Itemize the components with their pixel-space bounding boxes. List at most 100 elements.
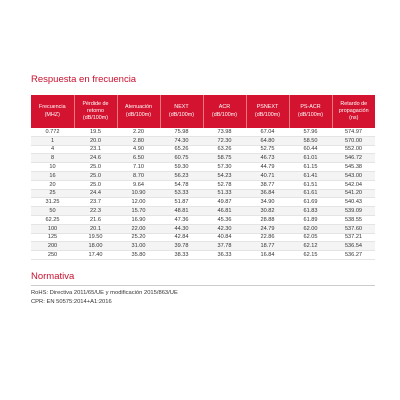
table-cell: 15.70 [117, 206, 160, 216]
table-cell: 56.23 [160, 171, 203, 181]
table-cell: 63.26 [203, 145, 246, 155]
table-cell: 64.80 [246, 136, 289, 146]
table-cell: 16.84 [246, 250, 289, 260]
table-cell: 538.55 [332, 215, 375, 225]
header-cell: Retardo de propagación (ns) [331, 95, 375, 128]
table-row: 125 19.50 25.20 42.84 40.84 22.86 62.05 537.21 [31, 233, 375, 243]
table-cell: 46.73 [246, 153, 289, 164]
table-cell: 48.81 [160, 206, 203, 216]
table-cell: 61.51 [289, 180, 332, 190]
table-cell: 1 [31, 136, 74, 146]
table-cell: 49.87 [203, 197, 246, 208]
table-cell: 42.30 [203, 224, 246, 234]
table-cell: 38.77 [246, 180, 289, 190]
table-cell: 60.75 [160, 153, 203, 164]
table-cell: 2.80 [117, 136, 160, 146]
table-cell: 12.00 [117, 197, 160, 208]
table-row: 16 25.0 8.70 56.23 54.23 40.71 61.41 543.00 [31, 171, 375, 181]
table-row: 200 18.00 31.00 39.78 37.78 18.77 62.12 536.54 [31, 241, 375, 252]
table-cell: 20.1 [74, 224, 117, 234]
table-cell: 542.04 [332, 180, 375, 190]
table-row: 1 20.0 2.80 74.30 72.30 64.80 58.50 570.00 [31, 136, 375, 146]
table-cell: 8.70 [117, 171, 160, 181]
table-cell: 543.00 [332, 171, 375, 181]
table-cell: 22.3 [74, 206, 117, 216]
table-cell: 200 [31, 241, 74, 252]
table-cell: 10.90 [117, 189, 160, 199]
table-row: 25 24.4 10.90 53.33 51.33 36.84 61.61 541.20 [31, 189, 375, 199]
table-cell: 536.54 [332, 241, 375, 252]
table-cell: 25.0 [74, 180, 117, 190]
table-cell: 552.00 [332, 145, 375, 155]
header-cell: PS-ACR (dB/100m) [288, 95, 332, 128]
table-cell: 61.01 [289, 153, 332, 164]
table-row: 250 17.40 35.80 38.33 36.33 16.84 62.15 536.27 [31, 250, 375, 260]
table-cell: 546.72 [332, 153, 375, 164]
table-cell: 545.38 [332, 162, 375, 172]
table-cell: 73.98 [203, 128, 246, 137]
table-cell: 42.84 [160, 233, 203, 243]
table-cell: 574.97 [332, 128, 375, 137]
header-cell: Frecuencia (MHZ) [31, 95, 74, 128]
header-cell: Atenuación (dB/100m) [116, 95, 160, 128]
table-row: 100 20.1 22.00 44.30 42.30 24.79 62.00 537.60 [31, 224, 375, 234]
table-cell: 25.0 [74, 171, 117, 181]
table-cell: 21.6 [74, 215, 117, 225]
table-cell: 38.33 [160, 250, 203, 260]
table-cell: 19.5 [74, 128, 117, 137]
table-cell: 24.4 [74, 189, 117, 199]
table-cell: 47.36 [160, 215, 203, 225]
table-cell: 20.0 [74, 136, 117, 146]
table-cell: 75.98 [160, 128, 203, 137]
table-cell: 25.20 [117, 233, 160, 243]
table-cell: 537.21 [332, 233, 375, 243]
table-cell: 570.00 [332, 136, 375, 146]
table-cell: 22.86 [246, 233, 289, 243]
table-row: 50 22.3 15.70 48.81 46.81 30.82 61.83 539.09 [31, 206, 375, 216]
table-cell: 0.772 [31, 128, 74, 137]
table-cell: 31.25 [31, 197, 74, 208]
table-cell: 10 [31, 162, 74, 172]
table-cell: 52.75 [246, 145, 289, 155]
header-cell: Pérdide de retorno (dB/100m) [73, 95, 117, 128]
table-cell: 57.96 [289, 128, 332, 137]
table-cell: 4.90 [117, 145, 160, 155]
table-cell: 62.25 [31, 215, 74, 225]
table-cell: 53.33 [160, 189, 203, 199]
table-cell: 65.26 [160, 145, 203, 155]
normativa-heading: Normativa [31, 271, 75, 282]
table-cell: 59.30 [160, 162, 203, 172]
table-cell: 61.41 [289, 171, 332, 181]
table-cell: 54.78 [160, 180, 203, 190]
table-cell: 18.00 [74, 241, 117, 252]
table-cell: 62.12 [289, 241, 332, 252]
table-cell: 18.77 [246, 241, 289, 252]
table-cell: 61.89 [289, 215, 332, 225]
table-cell: 45.36 [203, 215, 246, 225]
table-cell: 30.82 [246, 206, 289, 216]
table-cell: 39.78 [160, 241, 203, 252]
header-cell: PSNEXT (dB/100m) [245, 95, 289, 128]
table-cell: 40.71 [246, 171, 289, 181]
table-cell: 62.05 [289, 233, 332, 243]
normativa-line: CPR: EN 50575:2014+A1:2016 [31, 299, 112, 305]
table-cell: 17.40 [74, 250, 117, 260]
table-cell: 23.7 [74, 197, 117, 208]
table-cell: 250 [31, 250, 74, 260]
table-cell: 61.15 [289, 162, 332, 172]
table-cell: 24.79 [246, 224, 289, 234]
table-row: 8 24.6 6.50 60.75 58.75 46.73 61.01 546.72 [31, 153, 375, 164]
table-cell: 46.81 [203, 206, 246, 216]
table-cell: 50 [31, 206, 74, 216]
table-cell: 74.30 [160, 136, 203, 146]
table-cell: 2.20 [117, 128, 160, 137]
table-cell: 58.75 [203, 153, 246, 164]
table-row: 0.772 19.5 2.20 75.98 73.98 67.04 57.96 574.97 [31, 128, 375, 137]
table-cell: 24.6 [74, 153, 117, 164]
section-title: Respuesta en frecuencia [31, 74, 137, 85]
table-cell: 125 [31, 233, 74, 243]
table-cell: 67.04 [246, 128, 289, 137]
table-cell: 44.30 [160, 224, 203, 234]
table-cell: 20 [31, 180, 74, 190]
table-row: 62.25 21.6 16.90 47.36 45.36 28.88 61.89 538.55 [31, 215, 375, 225]
